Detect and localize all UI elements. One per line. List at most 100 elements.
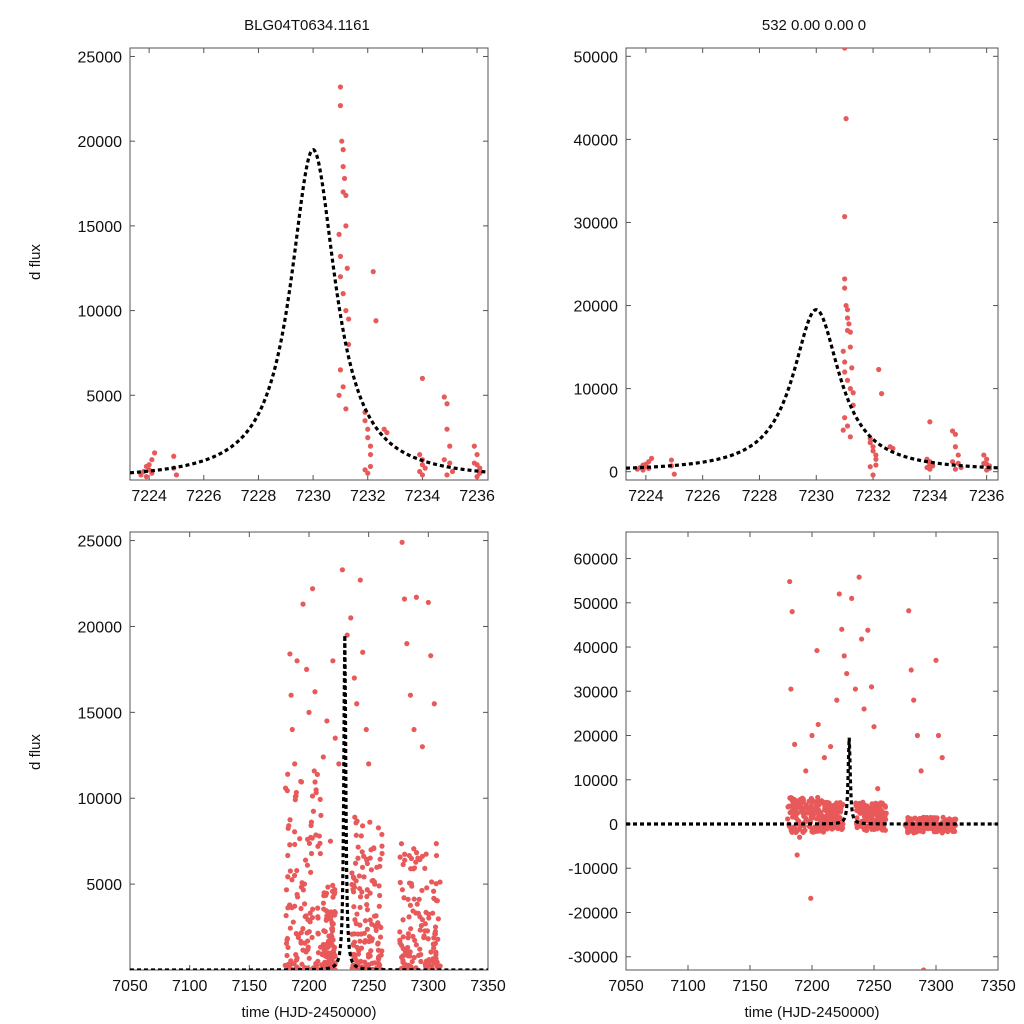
data-point [364,902,370,908]
data-point [824,813,830,819]
data-point [428,653,434,659]
x-tick-label: 7050 [112,978,148,995]
y-tick-label: 30000 [574,215,619,232]
axes-frame [129,47,489,481]
data-point [441,394,447,400]
data-point [329,942,335,948]
data-point [854,815,860,821]
data-point [367,855,373,861]
data-point [906,608,912,614]
data-point [806,798,812,804]
data-point [362,918,369,924]
data-point [367,451,374,458]
data-point [317,850,323,857]
x-tick-label: 7228 [742,488,778,505]
data-point [431,888,437,894]
data-point [823,799,829,805]
data-point [422,865,428,872]
data-point [405,931,411,937]
data-point [312,779,318,785]
data-point [367,463,374,470]
data-point [419,462,426,468]
x-tick-label: 7350 [470,978,506,995]
data-point [376,883,382,889]
data-point [297,836,303,842]
data-point [411,865,418,871]
data-point [346,316,352,322]
data-point [417,946,423,952]
data-point [360,823,366,829]
data-point [873,452,879,458]
data-point [409,958,415,965]
data-point [807,807,813,813]
data-point [375,825,382,831]
data-point [793,829,799,836]
data-point [379,831,385,838]
data-point [282,785,289,791]
data-point [930,815,936,821]
data-point [308,869,314,875]
data-point [364,907,371,913]
data-point [444,401,450,407]
data-point [309,793,316,799]
data-point [354,944,360,950]
data-point [367,917,373,923]
y-tick-label: 30000 [574,684,619,701]
data-point [668,457,675,463]
data-point [339,567,346,573]
y-tick-label: -20000 [568,905,618,922]
data-point [648,455,655,461]
data-point [794,805,800,811]
data-point [337,84,344,90]
data-point [359,864,366,870]
data-point [933,657,939,663]
data-point [882,803,888,809]
data-point [288,692,294,698]
data-point [428,949,434,955]
data-point [289,877,295,883]
data-point [939,755,945,761]
data-point [329,928,336,934]
data-point [364,860,370,867]
panel-bottom-right: 7050 7100 7150 7200 7250 7300 7350 -30000 -20000… [568,531,1016,1021]
data-point [372,960,378,966]
data-point [859,636,865,642]
data-point [810,798,816,804]
data-point [306,840,313,846]
y-tick-label: -10000 [568,861,618,878]
x-tick-label: 7230 [295,488,331,505]
left-panel-title: BLG04T0634.1161 [244,17,370,34]
data-point [368,948,374,954]
data-point [868,684,875,690]
data-point [379,850,385,857]
data-point [878,391,885,397]
data-point [285,852,291,859]
data-point [671,471,677,477]
axes-frame [625,531,999,971]
panel-top-left: 7224 7226 7228 7230 7232 7234 7236 5000 10000 150… [27,47,495,505]
data-point [306,709,312,715]
data-point [801,811,807,817]
x-tick-label: 7224 [131,488,167,505]
data-point [417,856,423,863]
x-axis-label: time (HJD-2450000) [744,1004,879,1021]
data-point [844,377,851,383]
data-point [284,952,290,959]
data-point [337,274,344,280]
x-tick-label: 7226 [186,488,222,505]
data-point [293,952,299,958]
panel-bottom-left: 7050 7100 7150 7200 7250 7300 7350 5000 10000 150… [27,531,506,1021]
x-tick-label: 7250 [856,978,892,995]
data-point [300,601,306,607]
data-point [873,462,879,468]
data-point [844,307,851,313]
x-tick-label: 7236 [459,488,495,505]
data-point [377,856,383,862]
data-point [839,626,845,632]
data-point [363,726,369,733]
data-point [432,940,438,947]
data-point [417,468,423,475]
data-point [838,823,844,829]
y-tick-label: 0 [609,465,618,482]
data-point [444,426,450,432]
